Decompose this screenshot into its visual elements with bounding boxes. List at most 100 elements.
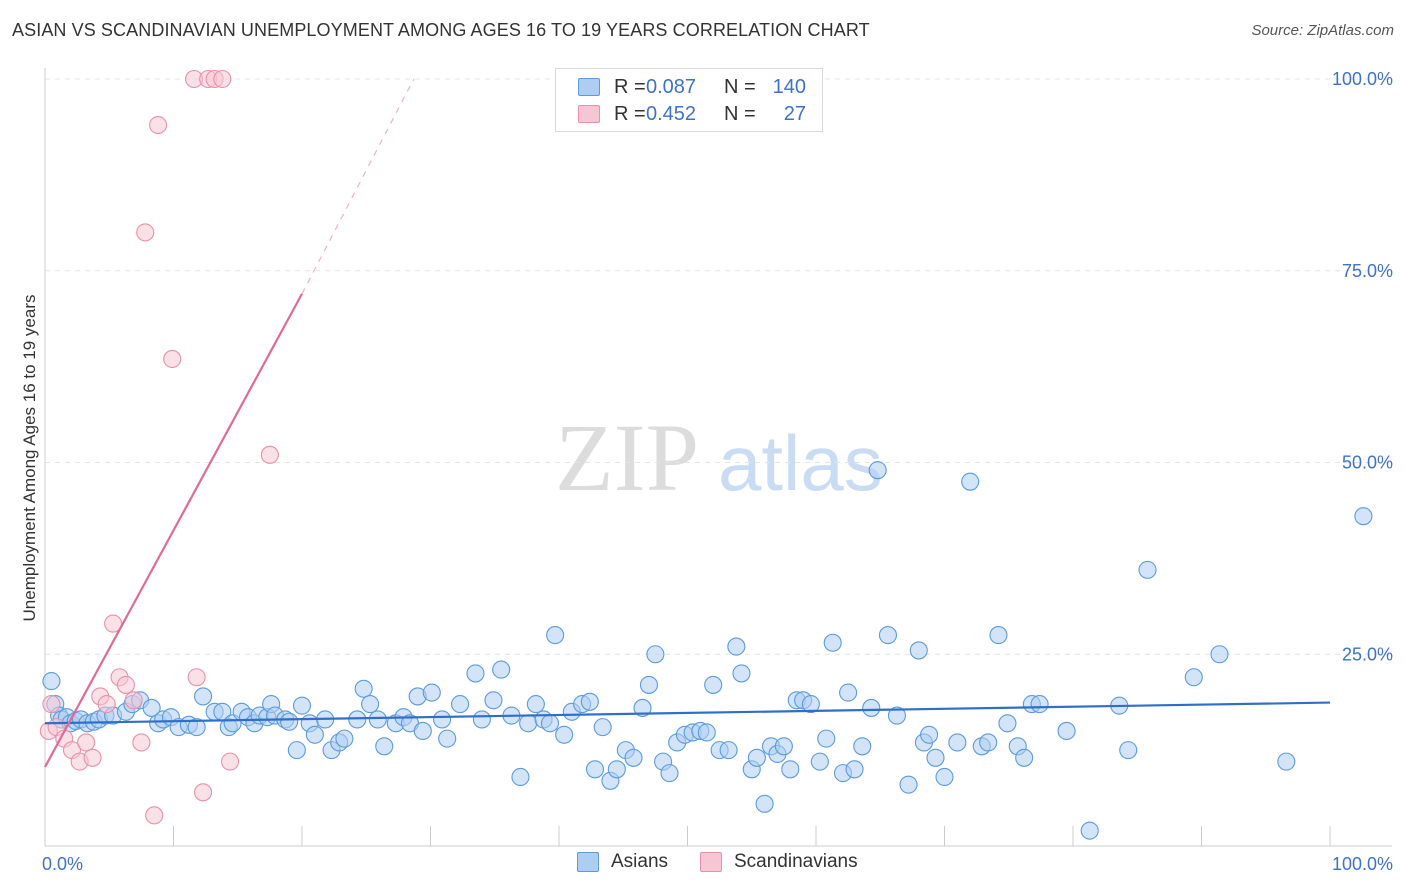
data-point <box>194 687 213 706</box>
data-point <box>187 668 206 687</box>
data-point <box>305 725 324 744</box>
correlation-legend: R = 0.087 N = 140 R = 0.452 N = 27 <box>555 68 823 132</box>
series-scandinavians <box>39 69 279 825</box>
data-point <box>697 723 716 742</box>
data-point <box>801 695 820 714</box>
legend-row-scandinavians: R = 0.452 N = 27 <box>578 101 806 127</box>
data-point <box>719 741 738 760</box>
data-point <box>149 115 168 135</box>
data-point <box>839 683 858 702</box>
data-point <box>1030 695 1049 714</box>
y-tick-label: 100.0% <box>1332 69 1393 89</box>
legend-r-value: 0.087 <box>646 75 697 98</box>
data-point <box>660 764 679 783</box>
data-point <box>348 710 367 729</box>
data-point <box>540 714 560 733</box>
data-point <box>979 733 998 752</box>
data-point <box>868 461 887 480</box>
series-legend: Asians Scandinavians <box>0 851 1406 877</box>
data-point <box>124 691 143 710</box>
data-point <box>354 679 373 698</box>
data-point <box>492 660 511 679</box>
legend-swatch-asians <box>578 78 600 96</box>
data-point <box>585 760 605 779</box>
data-point <box>1080 821 1099 840</box>
legend-n-label: N = <box>724 75 756 98</box>
data-point <box>1277 752 1296 771</box>
legend-item-scandinavians[interactable]: Scandinavians <box>700 851 858 873</box>
data-point <box>646 645 665 664</box>
data-point <box>335 729 354 748</box>
data-point <box>472 710 491 729</box>
data-point <box>220 752 240 771</box>
data-point <box>781 760 800 779</box>
data-point <box>287 741 306 760</box>
data-point <box>292 696 312 715</box>
data-point <box>823 633 842 652</box>
data-point <box>607 760 626 779</box>
legend-item-asians[interactable]: Asians <box>577 851 668 873</box>
axes <box>44 68 1392 847</box>
data-point <box>413 721 432 741</box>
data-point <box>1119 741 1138 760</box>
data-point <box>526 695 545 714</box>
data-point <box>451 695 470 714</box>
data-point <box>484 691 503 710</box>
data-point <box>593 718 612 737</box>
data-point <box>163 349 182 369</box>
legend-n-label: N = <box>724 102 756 125</box>
data-point <box>853 737 872 756</box>
legend-swatch-scandinavians <box>578 105 600 123</box>
legend-swatch-scandinavians <box>700 852 722 872</box>
watermark: ZIP atlas <box>555 404 883 511</box>
data-point <box>83 748 102 767</box>
x-tick-labels: 0.0% 100.0% <box>42 854 1393 874</box>
data-point <box>1210 645 1229 664</box>
legend-label-asians: Asians <box>611 851 669 872</box>
data-point <box>1138 560 1157 579</box>
data-point <box>42 672 61 691</box>
legend-label-scandinavians: Scandinavians <box>734 851 858 872</box>
trend-line-scandinavians-extension <box>301 78 415 295</box>
data-point <box>555 725 574 744</box>
y-tick-label: 50.0% <box>1342 453 1393 473</box>
trend-lines <box>44 78 1331 768</box>
data-point <box>280 712 299 731</box>
watermark-zip: ZIP <box>555 404 699 511</box>
data-point <box>580 692 599 711</box>
legend-r-value: 0.452 <box>646 102 697 125</box>
data-point <box>755 794 774 813</box>
legend-swatch-asians <box>577 852 599 872</box>
data-point <box>1057 721 1076 741</box>
grid <box>45 78 1392 655</box>
data-point <box>909 641 928 660</box>
data-point <box>989 626 1008 645</box>
data-point <box>1015 748 1034 767</box>
data-point <box>77 733 96 752</box>
trend-line-asians <box>44 701 1331 725</box>
data-point <box>887 706 907 725</box>
data-point <box>1184 668 1203 687</box>
data-point <box>511 767 530 787</box>
data-point <box>187 718 206 737</box>
data-point <box>422 683 441 702</box>
data-point <box>375 737 394 756</box>
data-point <box>704 675 723 694</box>
data-point <box>466 664 485 683</box>
data-point <box>948 733 967 752</box>
data-point <box>926 748 945 767</box>
data-point <box>732 664 751 683</box>
data-point <box>810 752 829 771</box>
data-point <box>97 695 116 714</box>
data-point <box>624 748 643 767</box>
data-point <box>639 675 659 694</box>
data-point <box>920 725 939 744</box>
data-point <box>433 710 452 729</box>
source-label: Source: ZipAtlas.com <box>1251 22 1394 39</box>
data-point <box>361 695 380 714</box>
data-point <box>935 767 954 787</box>
legend-r-label: R = <box>614 75 646 98</box>
data-point <box>1354 507 1373 526</box>
data-point <box>774 737 793 756</box>
y-tick-label: 75.0% <box>1342 261 1393 281</box>
